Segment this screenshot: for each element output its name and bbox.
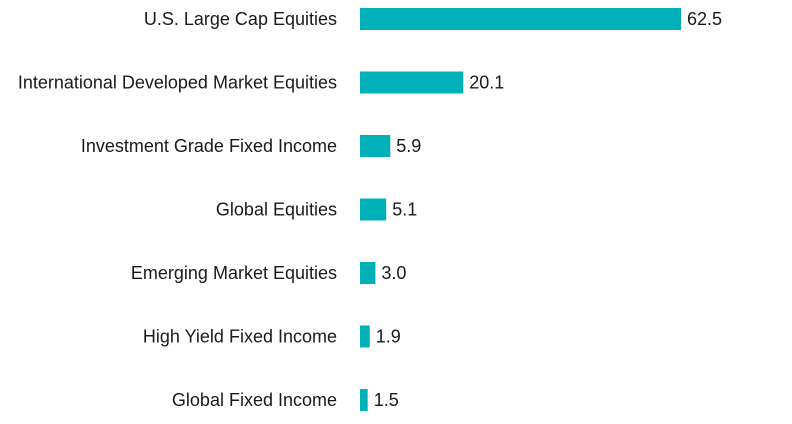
category-label: Investment Grade Fixed Income [81, 136, 337, 156]
value-label: 5.9 [396, 136, 421, 156]
value-label: 1.5 [374, 390, 399, 410]
category-label: Global Fixed Income [172, 390, 337, 410]
bar [360, 71, 464, 94]
bar [360, 8, 681, 30]
bar [360, 198, 387, 221]
bar [360, 135, 391, 157]
category-label: U.S. Large Cap Equities [144, 9, 337, 29]
bar [360, 262, 376, 284]
category-label: Global Equities [216, 200, 337, 220]
value-label: 62.5 [687, 9, 722, 29]
category-label: Emerging Market Equities [131, 263, 337, 283]
category-label: High Yield Fixed Income [143, 327, 337, 347]
value-label: 5.1 [392, 200, 417, 220]
value-label: 20.1 [469, 73, 504, 93]
value-label: 3.0 [381, 263, 406, 283]
value-label: 1.9 [376, 327, 401, 347]
bar [360, 325, 370, 348]
category-label: International Developed Market Equities [18, 73, 337, 93]
bar [360, 389, 368, 411]
